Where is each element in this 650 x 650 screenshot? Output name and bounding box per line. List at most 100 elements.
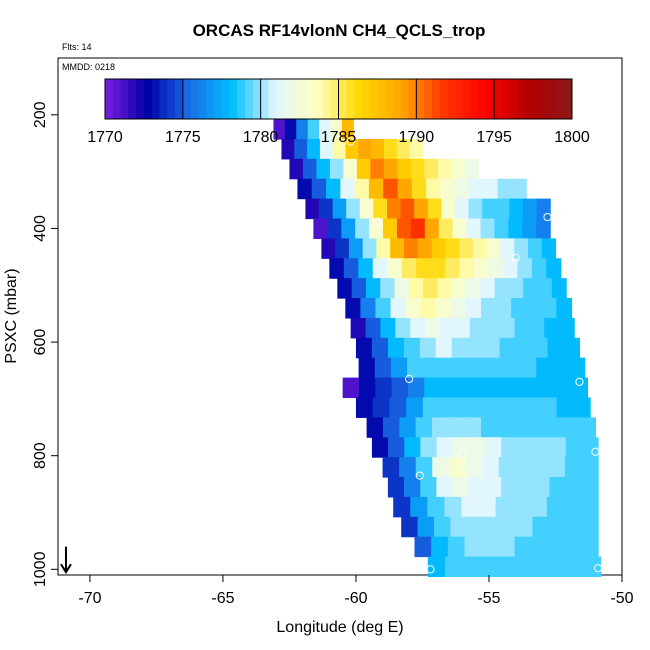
heatmap-cell [581, 536, 599, 558]
colorbar-segment [151, 79, 160, 119]
heatmap-cell [516, 516, 534, 538]
colorbar-segment [556, 79, 565, 119]
colorbar-segment [533, 79, 542, 119]
colorbar-segment [128, 79, 137, 119]
colorbar-segment [307, 79, 316, 119]
heatmap-cell [435, 298, 452, 319]
chart-title: ORCAS RF14vlonN CH4_QCLS_trop [193, 21, 486, 40]
colorbar-segment [276, 79, 285, 119]
colorbar-segment [315, 79, 324, 119]
heatmap-cell [546, 417, 564, 438]
heatmap-cell [427, 198, 442, 220]
heatmap-cell [305, 198, 320, 220]
heatmap-cell [436, 437, 454, 458]
heatmap-cell [571, 377, 589, 399]
heatmap-cell [383, 218, 398, 239]
heatmap-cell [307, 138, 321, 160]
heatmap-cell [514, 556, 533, 578]
heatmap-cell [532, 516, 550, 538]
heatmap-cell [536, 357, 554, 379]
sample-marker [511, 253, 520, 263]
heatmap-cell [307, 119, 320, 140]
heatmap-cell [358, 377, 376, 399]
heatmap-cell [445, 258, 461, 279]
heatmap-cell [382, 417, 400, 438]
heatmap-cell [372, 397, 390, 418]
heatmap-cell [370, 158, 385, 180]
heatmap-cell [566, 556, 585, 578]
heatmap-cell [548, 516, 566, 538]
heatmap-cell [400, 198, 415, 220]
colorbar-tick-label: 1780 [243, 129, 279, 146]
heatmap-cell [404, 238, 419, 259]
heatmap-cell [565, 437, 583, 458]
heatmap-cell [387, 258, 403, 279]
colorbar-tick-label: 1800 [554, 129, 590, 146]
heatmap-cell [296, 119, 309, 140]
colorbar-segment [167, 79, 176, 119]
heatmap-cell [547, 337, 565, 359]
heatmap-cell [373, 198, 388, 220]
heatmap-cell [565, 516, 583, 538]
y-tick-label: 400 [32, 215, 49, 242]
heatmap-cell [581, 477, 599, 498]
heatmap-cell [580, 496, 599, 518]
colorbar-segment [509, 79, 519, 119]
heatmap-cell [427, 556, 446, 578]
heatmap-cell [484, 437, 502, 458]
heatmap-cell [407, 357, 424, 379]
heatmap-cell [434, 516, 452, 538]
heatmap-cell [452, 218, 468, 239]
heatmap-cell [366, 417, 384, 438]
x-tick-label: -65 [211, 590, 234, 607]
heatmap-cell [506, 397, 524, 418]
heatmap-cell [394, 278, 410, 299]
heatmap-cell [522, 218, 537, 239]
x-tick-label: -60 [344, 590, 367, 607]
heatmap-cell [466, 516, 484, 538]
heatmap-cell [495, 496, 514, 518]
heatmap-cell [441, 198, 456, 220]
heatmap-cell [395, 317, 411, 339]
heatmap-cell [483, 178, 499, 200]
heatmap-cell [420, 477, 437, 498]
heatmap-cell [549, 477, 567, 498]
heatmap-cell [406, 397, 424, 418]
heatmap-cell [319, 138, 334, 160]
heatmap-cell [289, 158, 304, 180]
heatmap-cell [410, 158, 425, 180]
heatmap-cell [374, 357, 392, 379]
heatmap-cell [420, 298, 437, 319]
heatmap-cell [514, 317, 531, 339]
heatmap-cell [450, 298, 467, 319]
colorbar-segment [564, 79, 573, 119]
heatmap-cell [450, 516, 468, 538]
heatmap-cell [371, 138, 385, 160]
arrow-head [60, 563, 72, 575]
colorbar-segment [190, 79, 199, 119]
heatmap-cell [326, 178, 341, 200]
heatmap-cell [417, 238, 433, 259]
heatmap-cell [562, 417, 580, 438]
heatmap-cell [340, 178, 356, 200]
heatmap-cell [359, 198, 375, 220]
x-tick-label: -70 [78, 590, 101, 607]
colorbar-segment [540, 79, 550, 119]
heatmap-cell [499, 317, 516, 339]
x-axis: -70 -65 -60 -55 -50 [78, 575, 634, 607]
colorbar-segment [237, 79, 246, 119]
x-axis-label: Longitude (deg E) [276, 619, 403, 636]
heatmap-cell [329, 158, 345, 180]
heatmap-cell [581, 437, 599, 458]
colorbar-segment [463, 79, 472, 119]
colorbar-segment [206, 79, 215, 119]
colorbar-tick-label: 1785 [321, 129, 357, 146]
heatmap-cell [321, 238, 336, 259]
heatmap-cell [447, 536, 466, 558]
heatmap-cell [531, 457, 549, 478]
heatmap-cell [531, 556, 550, 578]
heatmap-cell [342, 377, 360, 399]
heatmap-cell [358, 357, 376, 379]
heatmap-cell [445, 238, 460, 259]
heatmap-cell [396, 218, 412, 239]
